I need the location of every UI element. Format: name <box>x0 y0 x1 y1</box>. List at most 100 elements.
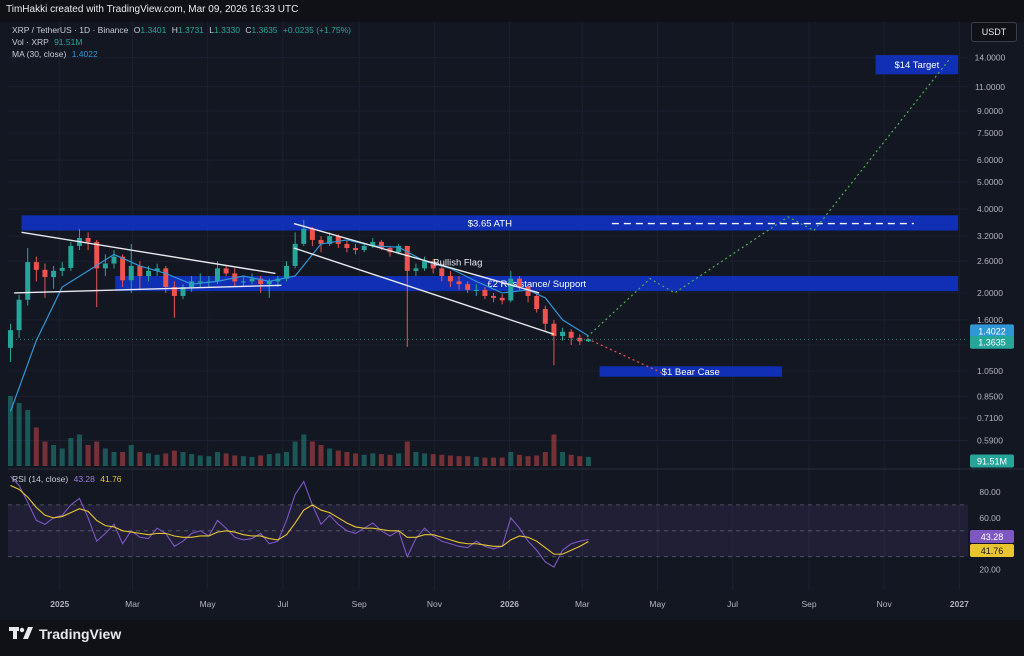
candle-body <box>214 268 220 282</box>
bear-projection <box>586 338 663 374</box>
high-value: 1.3731 <box>177 25 204 35</box>
candle-body <box>335 236 341 244</box>
rsi-tick-label: 60.00 <box>979 513 1001 523</box>
chart-area[interactable] <box>0 22 1024 634</box>
candle-body <box>128 265 134 281</box>
y-tick-label: 0.8500 <box>977 391 1003 401</box>
open-key: O <box>133 25 141 35</box>
candle-body <box>68 245 74 268</box>
candle-body <box>482 289 488 296</box>
low-key: L <box>209 25 215 35</box>
candle-body <box>516 278 522 288</box>
x-tick-label: May <box>200 599 217 609</box>
tradingview-logo[interactable]: TradingView <box>9 626 121 642</box>
last-price-badge-bg <box>970 335 1014 349</box>
candle-body <box>284 265 290 279</box>
y-tick-label: 7.5000 <box>977 128 1003 138</box>
close-value: 1.3635 <box>251 25 278 35</box>
legend-volume-row: Vol · XRP 91.51M <box>12 37 82 47</box>
zone-rect <box>875 55 959 75</box>
y-tick-label: 9.0000 <box>977 106 1003 116</box>
candle-body <box>266 281 272 285</box>
badges-layer: 1.4022 1.3635 91.51M 43.28 41.76 <box>970 324 1014 557</box>
candle-body <box>318 239 324 244</box>
currency-button[interactable]: USDT <box>971 22 1017 42</box>
candle-body <box>7 330 13 348</box>
candle-body <box>197 281 203 283</box>
candle-body <box>171 287 177 296</box>
candle-body <box>344 243 350 248</box>
low-value: 1.3330 <box>214 25 241 35</box>
chart-svg[interactable]: $14 Target $3.65 ATH £2 Resistance/ Suppor… <box>0 0 1024 620</box>
zone-rect <box>599 366 782 377</box>
volume-bar <box>145 453 151 466</box>
x-tick-label: Nov <box>877 599 893 609</box>
ma-line <box>9 239 589 412</box>
candle-body <box>309 228 315 240</box>
candle-body <box>163 268 169 288</box>
volume-bar <box>76 434 82 466</box>
volume-bar <box>439 454 445 466</box>
volume-bar <box>361 454 367 466</box>
candle-body <box>499 297 505 301</box>
legend-rsi-row: RSI (14, close) 43.28 41.76 <box>12 474 122 484</box>
y-tick-label: 6.0000 <box>977 155 1003 165</box>
x-tick-label: 2027 <box>950 599 969 609</box>
candle-body <box>413 268 419 271</box>
x-tick-label: Nov <box>427 599 443 609</box>
y-tick-label: 0.5900 <box>977 436 1003 446</box>
volume-bar <box>189 454 195 466</box>
candle-body <box>223 268 229 274</box>
volume-bar <box>7 396 13 466</box>
rsi-line <box>10 475 589 568</box>
rsi-tick-label: 80.00 <box>979 487 1001 497</box>
legend-ma-row: MA (30, close) 1.4022 <box>12 49 98 59</box>
ma-price-badge-bg <box>970 324 1014 338</box>
volume-bar <box>551 434 557 466</box>
rsi-badge-bg <box>970 530 1014 544</box>
candle-body <box>59 267 65 271</box>
volume-bar <box>154 454 160 466</box>
volume-bar <box>94 441 100 466</box>
candle-body <box>145 270 151 277</box>
x-tick-label: Jul <box>727 599 738 609</box>
ma-layer <box>9 239 589 412</box>
candle-body <box>465 284 471 290</box>
trendline <box>21 231 276 275</box>
candle-body <box>542 309 548 324</box>
rsi-tick-label: 20.00 <box>979 565 1001 575</box>
volume-label: Vol · XRP <box>12 37 49 47</box>
candle-body <box>525 287 531 296</box>
ma-label: MA (30, close) <box>12 49 67 59</box>
candle-body <box>568 331 574 338</box>
legend-symbol-row: XRP / TetherUS · 1D · Binance O1.3401 H1… <box>12 25 351 35</box>
volume-bar <box>422 453 428 466</box>
candle-body <box>111 256 117 264</box>
volume-bar <box>560 452 566 466</box>
brand-name: TradingView <box>39 626 122 642</box>
volume-bar <box>456 456 462 466</box>
high-key: H <box>171 25 178 35</box>
volume-bar <box>335 450 341 466</box>
candle-body <box>422 261 428 269</box>
candle-body <box>301 228 307 244</box>
volume-bar <box>171 450 177 466</box>
rsi-ma-badge: 41.76 <box>981 546 1004 556</box>
credit-text: TimHakki created with TradingView.com, M… <box>6 4 299 15</box>
rsi-ma-value: 41.76 <box>100 474 122 484</box>
candle-body <box>51 270 57 278</box>
zone-label: $14 Target <box>894 60 939 71</box>
y-tick-label: 1.0500 <box>977 366 1003 376</box>
candle-body <box>33 262 39 270</box>
volume-bar <box>404 441 410 466</box>
y-tick-label: 2.6000 <box>977 256 1003 266</box>
footer-bar <box>0 620 1024 656</box>
y-tick-label: 14.0000 <box>975 53 1006 63</box>
volume-bar <box>180 452 186 466</box>
candle-body <box>396 245 402 253</box>
volume-bar <box>163 453 169 466</box>
volume-bar <box>534 455 540 466</box>
trendline <box>293 222 540 294</box>
volume-bar <box>396 453 402 466</box>
y-tick-label: 4.0000 <box>977 204 1003 214</box>
